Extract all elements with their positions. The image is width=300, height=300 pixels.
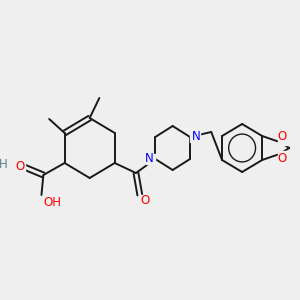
Bar	[15, 162, 25, 172]
Bar	[0, 166, 6, 176]
Text: O: O	[140, 194, 149, 206]
Bar	[140, 195, 149, 205]
Text: O: O	[16, 160, 25, 173]
Bar	[278, 151, 287, 161]
Text: O: O	[278, 130, 287, 143]
Bar	[190, 132, 200, 142]
Text: H: H	[0, 158, 7, 172]
Bar	[278, 135, 287, 145]
Text: O: O	[278, 152, 287, 166]
Bar	[146, 154, 155, 164]
Text: N: N	[191, 130, 200, 143]
Text: N: N	[145, 152, 154, 166]
Bar	[36, 198, 51, 208]
Text: OH: OH	[44, 196, 62, 209]
